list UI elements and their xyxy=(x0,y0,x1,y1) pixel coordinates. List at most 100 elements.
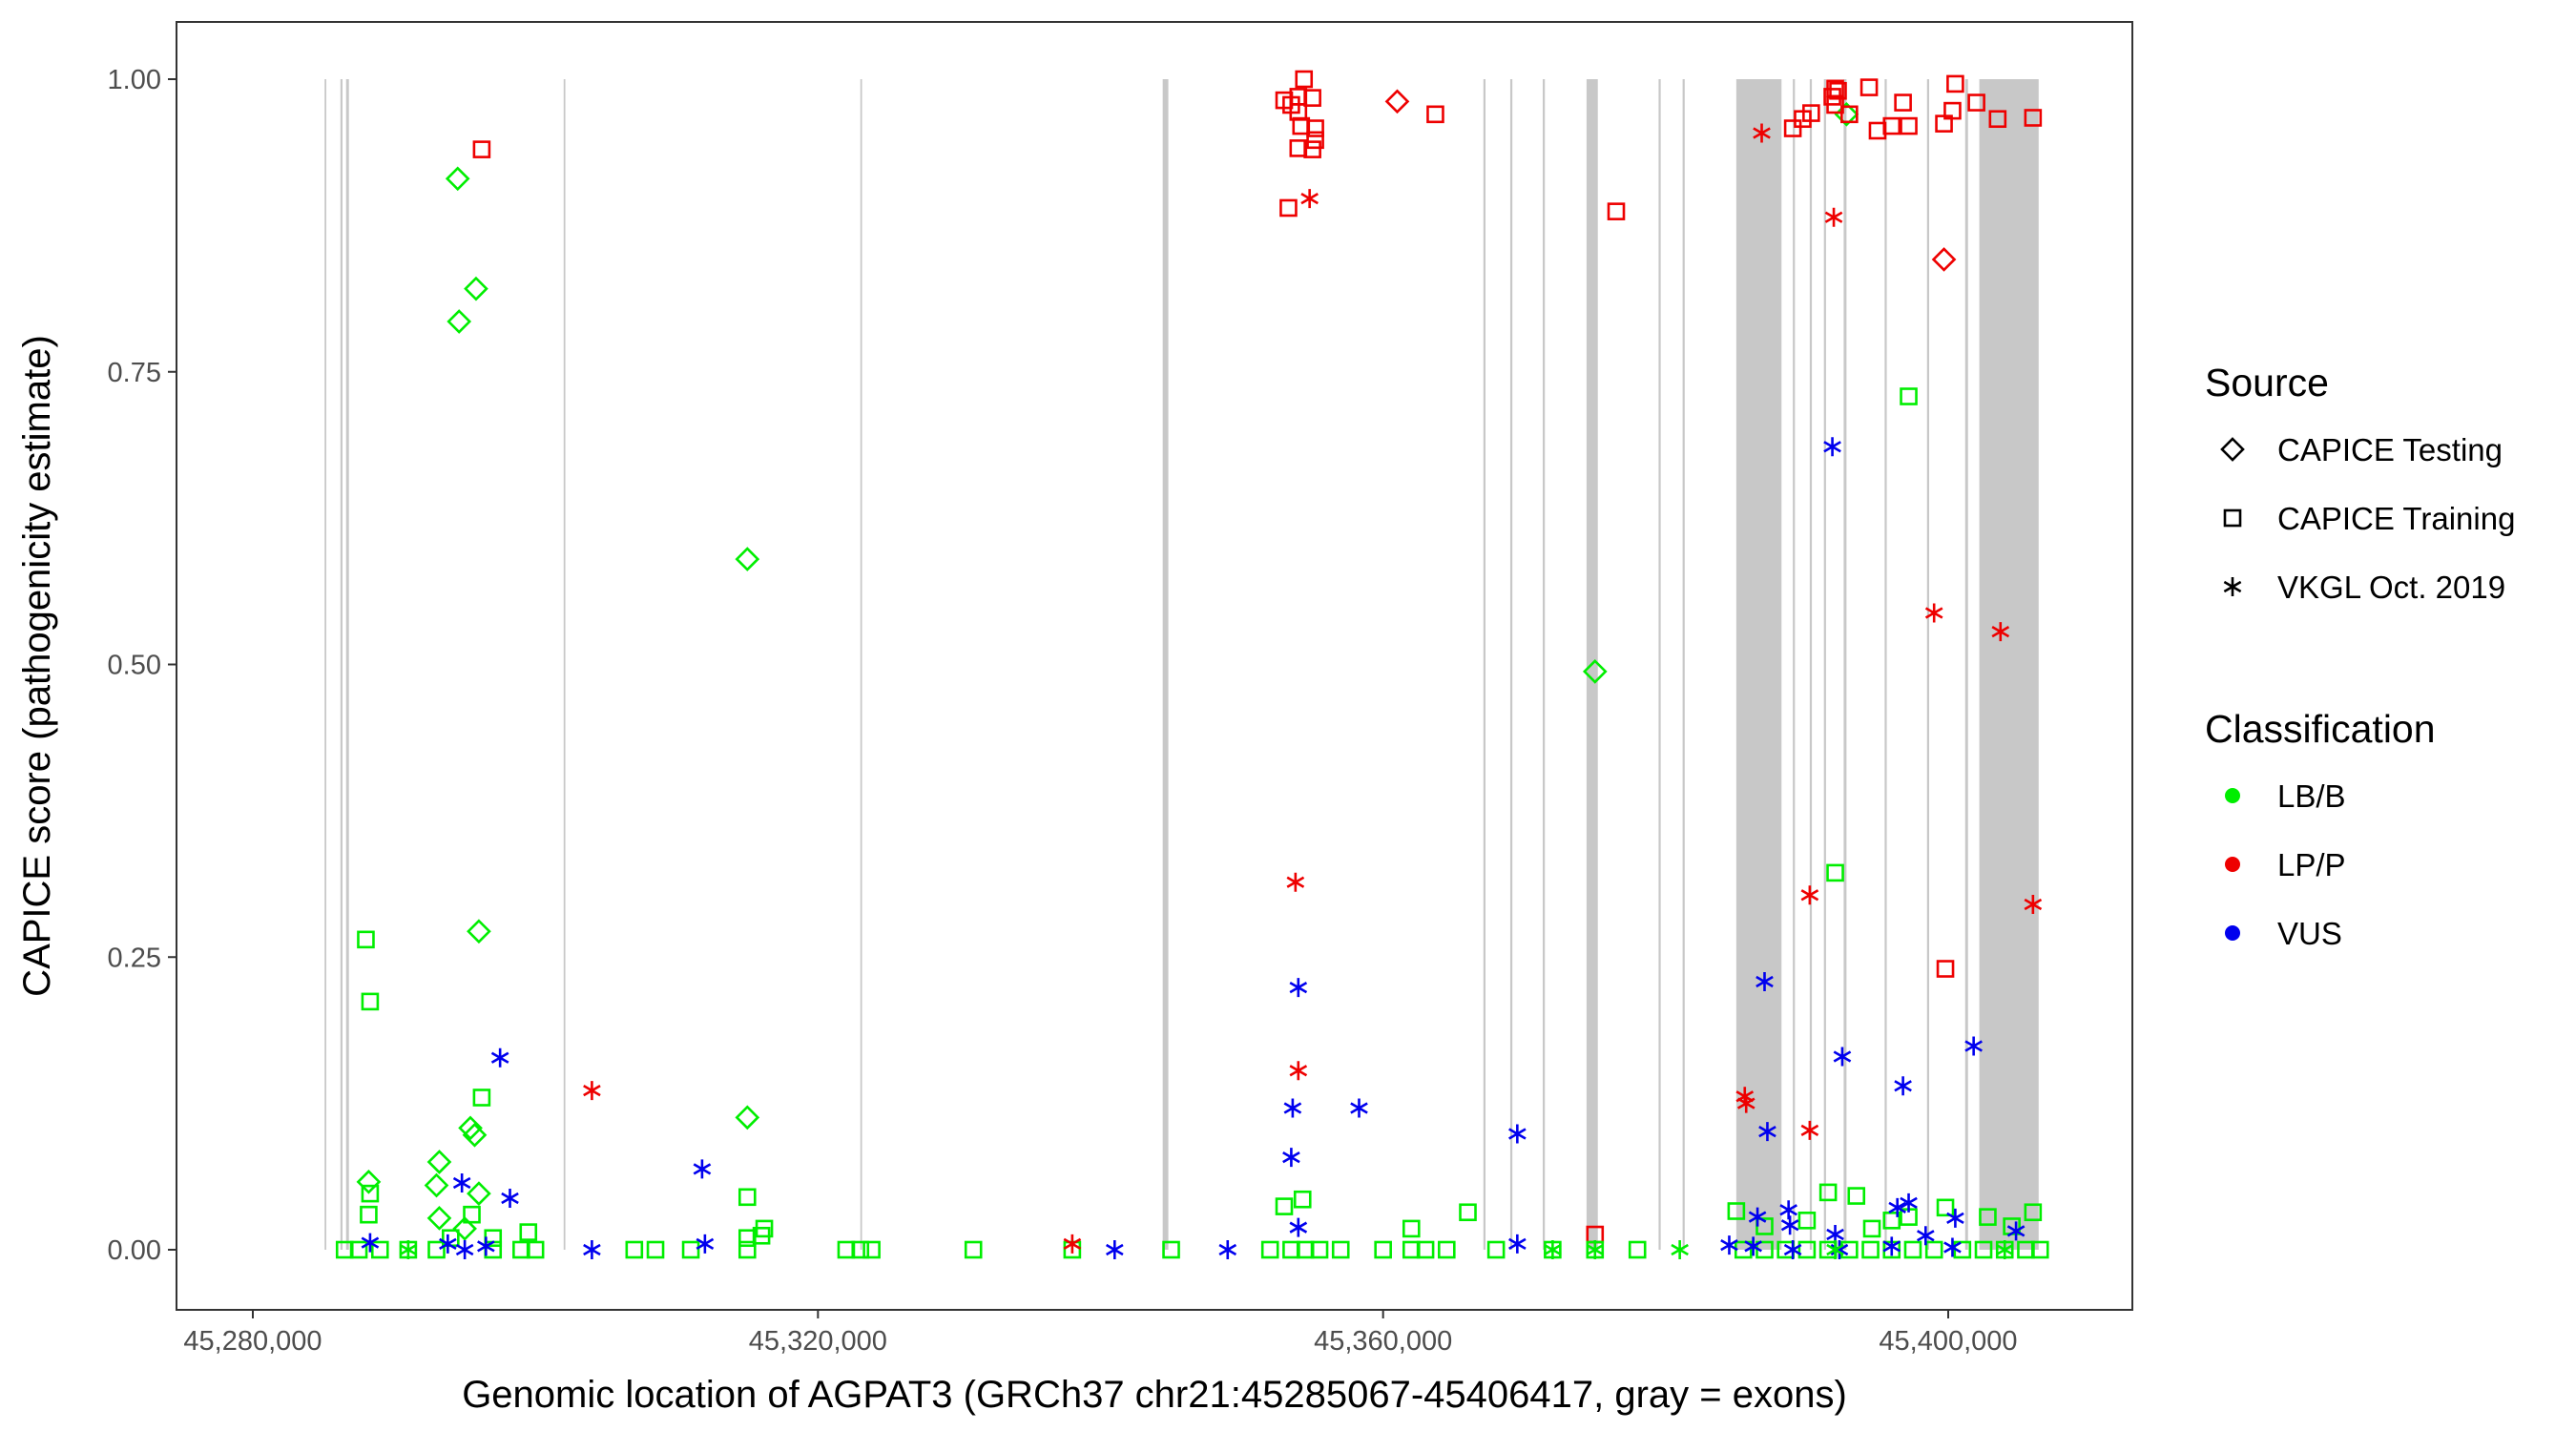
point-square xyxy=(1900,116,1918,135)
point-asterisk xyxy=(2006,1221,2025,1241)
y-axis-title: CAPICE score (pathogenicity estimate) xyxy=(16,335,58,997)
point-diamond xyxy=(1582,659,1608,684)
legend-label-classification: VUS xyxy=(2277,916,2342,951)
legend-title-classification: Classification xyxy=(2205,707,2436,751)
point-square xyxy=(1802,104,1820,122)
point-square xyxy=(1486,1240,1506,1259)
point-diamond xyxy=(1931,247,1957,272)
series-asterisk xyxy=(361,123,2043,1259)
axes: 0.00 0.25 0.50 0.75 1.00 45,280,000 45,320,000… xyxy=(108,65,2018,1357)
point-diamond xyxy=(424,1172,449,1198)
exon-band xyxy=(1658,79,1661,1250)
point-diamond xyxy=(356,1169,382,1194)
point-square xyxy=(2030,1240,2049,1259)
legend-title-source: Source xyxy=(2205,361,2329,404)
point-asterisk xyxy=(1105,1240,1124,1259)
exon-band xyxy=(1979,79,2039,1250)
point-square xyxy=(1295,70,1314,89)
point-square xyxy=(370,1240,389,1259)
point-square xyxy=(1275,1197,1294,1215)
plot-panel-border xyxy=(176,21,2133,1311)
point-diamond xyxy=(445,166,470,192)
point-diamond xyxy=(735,547,760,571)
point-asterisk xyxy=(1736,1093,1755,1113)
point-square xyxy=(1306,119,1324,137)
point-diamond xyxy=(426,1206,452,1231)
legend-key-dot xyxy=(2225,925,2240,941)
point-square xyxy=(361,1184,380,1203)
point-asterisk xyxy=(1783,1240,1802,1259)
point-asterisk xyxy=(501,1189,519,1209)
point-square xyxy=(1783,119,1802,137)
point-square xyxy=(1162,1240,1180,1259)
point-square xyxy=(360,1205,378,1224)
y-tick-label: 0.50 xyxy=(108,651,161,681)
point-diamond xyxy=(467,1181,491,1206)
point-asterisk xyxy=(1826,1240,1844,1259)
point-asterisk xyxy=(1946,1208,1964,1228)
point-asterisk xyxy=(1833,1047,1852,1067)
point-square xyxy=(1607,202,1626,220)
point-diamond xyxy=(452,1216,477,1241)
point-square xyxy=(472,140,491,158)
point-square xyxy=(1967,93,1985,112)
point-square xyxy=(851,1240,870,1259)
point-square xyxy=(463,1205,481,1224)
point-asterisk xyxy=(455,1240,474,1259)
point-asterisk xyxy=(361,1233,380,1253)
point-diamond xyxy=(1384,89,1410,114)
exon-band xyxy=(860,79,862,1250)
point-square xyxy=(964,1240,983,1259)
point-asterisk xyxy=(1943,1237,1962,1257)
point-asterisk xyxy=(1282,1148,1300,1168)
point-diamond xyxy=(426,1150,452,1174)
point-square xyxy=(1936,960,1955,978)
point-square xyxy=(2024,109,2043,127)
point-asterisk xyxy=(583,1240,601,1259)
exon-band xyxy=(1543,79,1546,1250)
y-tick-label: 0.00 xyxy=(108,1235,161,1266)
exon-band xyxy=(1843,79,1847,1250)
point-square xyxy=(1727,1202,1746,1220)
point-asterisk xyxy=(1286,872,1305,892)
point-square xyxy=(1416,1240,1435,1259)
point-square xyxy=(737,1229,757,1248)
legend-key-diamond xyxy=(2220,437,2245,462)
legend: Source Classification CAPICE Testing CAPI… xyxy=(2205,361,2515,951)
point-square xyxy=(1426,105,1444,124)
y-tick-label: 0.25 xyxy=(108,943,161,973)
point-asterisk xyxy=(1800,1120,1819,1140)
point-square xyxy=(646,1240,665,1259)
exon-band xyxy=(563,79,566,1250)
x-tick-label: 45,360,000 xyxy=(1314,1326,1452,1357)
point-asterisk xyxy=(1882,1236,1901,1256)
legend-label-classification: LB/B xyxy=(2277,778,2346,814)
x-tick-label: 45,400,000 xyxy=(1879,1326,2017,1357)
x-tick-label: 45,320,000 xyxy=(749,1326,887,1357)
point-asterisk xyxy=(1748,1207,1767,1227)
point-square xyxy=(1331,1240,1350,1259)
point-asterisk xyxy=(583,1081,601,1101)
point-square xyxy=(1438,1240,1456,1259)
x-axis-title: Genomic location of AGPAT3 (GRCh37 chr21… xyxy=(462,1374,1847,1416)
legend-key-asterisk xyxy=(2223,577,2242,596)
point-asterisk xyxy=(1991,622,2010,642)
point-asterisk xyxy=(1888,1197,1907,1217)
point-asterisk xyxy=(1830,1240,1849,1259)
point-diamond xyxy=(447,309,472,334)
point-square xyxy=(1900,387,1918,405)
point-square xyxy=(1279,198,1298,218)
point-square xyxy=(1988,110,2007,129)
point-asterisk xyxy=(1300,189,1319,209)
point-asterisk xyxy=(1779,1200,1797,1220)
point-square xyxy=(1882,116,1901,135)
point-diamond xyxy=(735,1105,760,1130)
point-square xyxy=(737,1188,757,1207)
point-asterisk xyxy=(1823,437,1841,457)
point-square xyxy=(737,1240,757,1259)
point-asterisk xyxy=(696,1234,715,1254)
point-asterisk xyxy=(1508,1234,1527,1254)
point-diamond xyxy=(467,919,491,944)
point-asterisk xyxy=(1894,1076,1912,1096)
point-square xyxy=(349,1240,368,1259)
